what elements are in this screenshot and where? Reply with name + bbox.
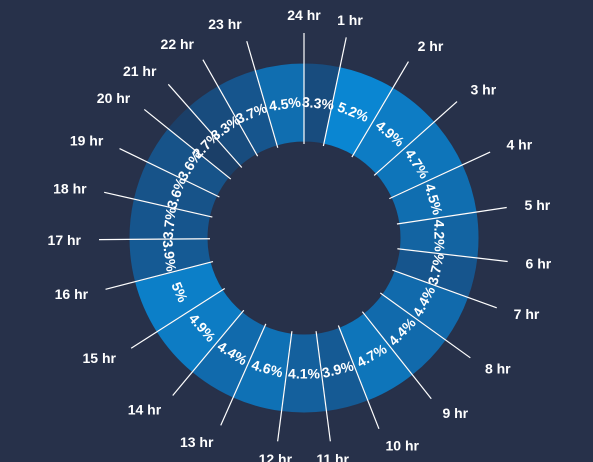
leader-line-1-hr <box>322 37 347 147</box>
category-label-11-hr: 11 hr <box>316 451 349 462</box>
category-label-9-hr: 9 hr <box>442 405 468 421</box>
category-label-6-hr: 6 hr <box>526 256 552 272</box>
leader-line-6-hr <box>397 248 508 263</box>
leader-line-21-hr <box>167 83 243 168</box>
leader-line-3-hr <box>373 101 458 176</box>
category-label-13-hr: 13 hr <box>180 434 214 450</box>
leader-line-16-hr <box>105 260 214 290</box>
leader-line-9-hr <box>361 311 432 400</box>
category-label-15-hr: 15 hr <box>83 350 117 366</box>
leader-line-20-hr <box>143 108 232 180</box>
category-label-5-hr: 5 hr <box>525 197 551 213</box>
leader-line-10-hr <box>337 325 380 430</box>
leader-line-22-hr <box>202 59 259 157</box>
category-label-1-hr: 1 hr <box>337 12 363 28</box>
category-label-21-hr: 21 hr <box>123 63 157 79</box>
leader-line-8-hr <box>379 292 471 359</box>
leader-line-7-hr <box>392 269 497 309</box>
value-label-15-hr: 5% <box>168 280 191 305</box>
category-label-12-hr: 12 hr <box>259 451 293 462</box>
leader-line-4-hr <box>389 151 491 200</box>
category-label-7-hr: 7 hr <box>514 306 540 322</box>
category-label-4-hr: 4 hr <box>506 137 532 153</box>
value-label-23-hr: 4.5% <box>268 94 302 114</box>
value-label-5-hr: 4.2% <box>431 220 448 253</box>
leader-line-11-hr <box>315 331 331 442</box>
category-label-17-hr: 17 hr <box>48 232 82 248</box>
value-label-10-hr: 3.9% <box>320 357 355 381</box>
value-label-6-hr: 3.7% <box>424 251 447 286</box>
category-label-24-hr: 24 hr <box>287 7 321 23</box>
category-label-16-hr: 16 hr <box>55 286 89 302</box>
leader-line-5-hr <box>396 206 507 225</box>
category-label-2-hr: 2 hr <box>418 38 444 54</box>
category-label-19-hr: 19 hr <box>70 133 104 149</box>
leader-line-18-hr <box>104 191 213 218</box>
value-label-16-hr: 3.9% <box>160 239 180 273</box>
leader-line-19-hr <box>119 148 220 198</box>
category-label-3-hr: 3 hr <box>470 82 496 98</box>
category-label-23-hr: 23 hr <box>208 16 242 32</box>
leader-line-17-hr <box>99 238 211 241</box>
leader-line-15-hr <box>130 288 226 349</box>
value-label-11-hr: 4.1% <box>288 366 320 382</box>
leader-line-12-hr <box>277 331 293 442</box>
category-label-10-hr: 10 hr <box>386 438 420 454</box>
leader-line-2-hr <box>351 61 409 158</box>
leader-line-23-hr <box>246 40 279 148</box>
leader-line-13-hr <box>220 323 267 426</box>
category-label-8-hr: 8 hr <box>485 360 511 376</box>
category-label-20-hr: 20 hr <box>97 90 131 106</box>
category-label-14-hr: 14 hr <box>128 401 162 417</box>
value-label-17-hr: 3.7% <box>160 206 179 240</box>
value-label-24-hr: 3.3% <box>301 94 335 113</box>
category-label-18-hr: 18 hr <box>53 180 87 196</box>
category-label-22-hr: 22 hr <box>161 36 195 52</box>
leader-line-14-hr <box>172 309 245 396</box>
